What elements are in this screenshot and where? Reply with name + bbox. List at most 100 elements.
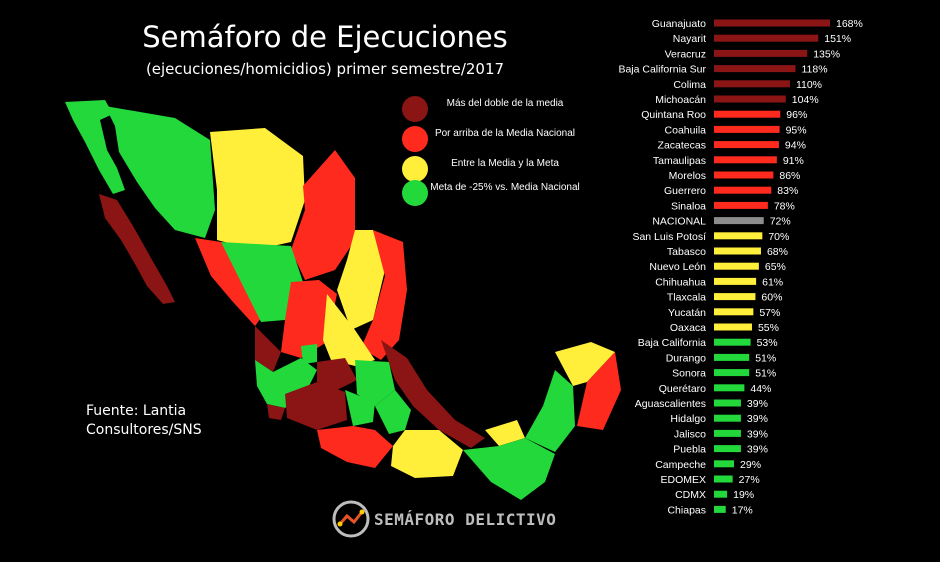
bar-value-label: 83%: [777, 185, 798, 197]
bar-category-label: Nayarit: [673, 33, 706, 45]
bar-category-label: Quintana Roo: [641, 109, 706, 121]
bar-value-label: 70%: [768, 231, 789, 243]
map-region-quintana-roo: [577, 352, 621, 430]
brand-icon: [332, 500, 370, 538]
bar-value-label: 86%: [779, 170, 800, 182]
legend-label: Entre la Media y la Meta: [451, 158, 559, 169]
map-region-tabasco: [485, 420, 525, 446]
bar-value-label: 44%: [750, 383, 771, 395]
map-region-san-luis-potosi: [323, 294, 375, 366]
bar-category-label: CDMX: [675, 489, 706, 501]
bar-value-label: 39%: [747, 413, 768, 425]
bar-value-label: 72%: [770, 216, 791, 228]
bar-value-label: 60%: [761, 292, 782, 304]
bar-category-label: Campeche: [655, 459, 706, 471]
bar-category-label: Querétaro: [659, 383, 706, 395]
bar-category-label: Sonora: [672, 368, 706, 380]
map-region-queretaro-hidalgo: [355, 360, 395, 406]
bar: [714, 125, 780, 133]
map-region-oaxaca: [391, 430, 463, 478]
bar-category-label: Chihuahua: [655, 276, 706, 288]
map-region-puebla: [375, 390, 411, 434]
map-region-yucatan: [555, 342, 615, 386]
bar: [714, 353, 750, 361]
map-region-aguascalientes: [301, 344, 317, 364]
bar-value-label: 27%: [739, 474, 760, 486]
legend-item: Meta de -25% vs. Media Nacional: [402, 178, 582, 208]
bar: [714, 277, 757, 285]
map-region-chiapas: [463, 438, 555, 500]
bar: [714, 217, 764, 225]
bar: [714, 232, 763, 240]
bar-category-label: Puebla: [673, 444, 706, 456]
map-region-sinaloa: [195, 238, 261, 326]
bar-value-label: 55%: [758, 322, 779, 334]
bar: [714, 399, 741, 407]
bar: [714, 475, 733, 483]
bar-category-label: Aguascalientes: [635, 398, 706, 410]
map-region-tamaulipas: [361, 230, 407, 360]
bar-value-label: 68%: [767, 246, 788, 258]
bar-category-label: Hidalgo: [670, 413, 706, 425]
bar: [714, 19, 830, 27]
bar-value-label: 94%: [785, 140, 806, 152]
legend-item: Entre la Media y la Meta: [402, 154, 582, 184]
bar-category-label: Zacatecas: [658, 140, 706, 152]
bar: [714, 247, 761, 255]
map-region-coahuila: [291, 150, 355, 280]
chart-title: Semáforo de Ejecuciones: [142, 20, 508, 54]
bar: [714, 293, 756, 301]
bar-value-label: 53%: [757, 337, 778, 349]
bar: [714, 65, 796, 73]
bar-category-label: Veracruz: [665, 48, 706, 60]
source-note: Fuente: Lantia Consultores/SNS: [86, 402, 202, 440]
bar-value-label: 51%: [755, 352, 776, 364]
bar-category-label: Coahuila: [665, 124, 707, 136]
bar-value-label: 168%: [836, 18, 863, 30]
map-region-sonora: [105, 106, 215, 238]
bar-category-label: Durango: [666, 352, 706, 364]
bar-value-label: 65%: [765, 261, 786, 273]
bar-category-label: Nuevo León: [649, 261, 706, 273]
map-region-zacatecas: [281, 280, 337, 358]
bar-category-label: Oaxaca: [670, 322, 706, 334]
bar: [714, 429, 741, 437]
chart-subtitle: (ejecuciones/homicidios) primer semestre…: [145, 60, 505, 78]
bar-category-label: EDOMEX: [660, 474, 706, 486]
bar-value-label: 29%: [740, 459, 761, 471]
bar-category-label: Tlaxcala: [667, 292, 706, 304]
mexico-map: [65, 100, 621, 500]
map-region-campeche: [525, 370, 575, 452]
bar-value-label: 61%: [762, 276, 783, 288]
bar-category-label: Jalisco: [674, 428, 706, 440]
legend-swatch: [402, 96, 428, 122]
bar-value-label: 135%: [813, 48, 840, 60]
bar-category-label: Baja California Sur: [618, 64, 706, 76]
bar-value-label: 39%: [747, 398, 768, 410]
bar-category-label: Colima: [673, 79, 706, 91]
bar: [714, 369, 750, 377]
bar: [714, 338, 751, 346]
source-line: Fuente: Lantia: [86, 403, 187, 419]
bar-value-label: 17%: [732, 504, 753, 516]
bar-category-label: Guanajuato: [652, 18, 706, 30]
map-region-baja-california: [65, 100, 125, 194]
bar-value-label: 39%: [747, 444, 768, 456]
map-region-edomex: [345, 390, 375, 426]
bar: [714, 414, 741, 422]
legend-label: Más del doble de la media: [446, 98, 564, 109]
bar-category-label: Baja California: [638, 337, 706, 349]
bar-category-label: Michoacán: [655, 94, 706, 106]
legend-item: Por arriba de la Media Nacional: [402, 124, 582, 154]
bar-category-label: Morelos: [669, 170, 706, 182]
bar-category-label: Chiapas: [667, 504, 706, 516]
brand-name: SEMÁFORO DELICTIVO: [374, 510, 557, 529]
bar-value-label: 118%: [801, 64, 827, 76]
bar-value-label: 39%: [747, 428, 768, 440]
bar: [714, 308, 754, 316]
map-region-veracruz: [381, 340, 485, 448]
bar-category-label: Sinaloa: [671, 200, 706, 212]
bar-category-label: Yucatán: [668, 307, 706, 319]
bar-value-label: 151%: [824, 33, 851, 45]
bar: [714, 95, 786, 103]
